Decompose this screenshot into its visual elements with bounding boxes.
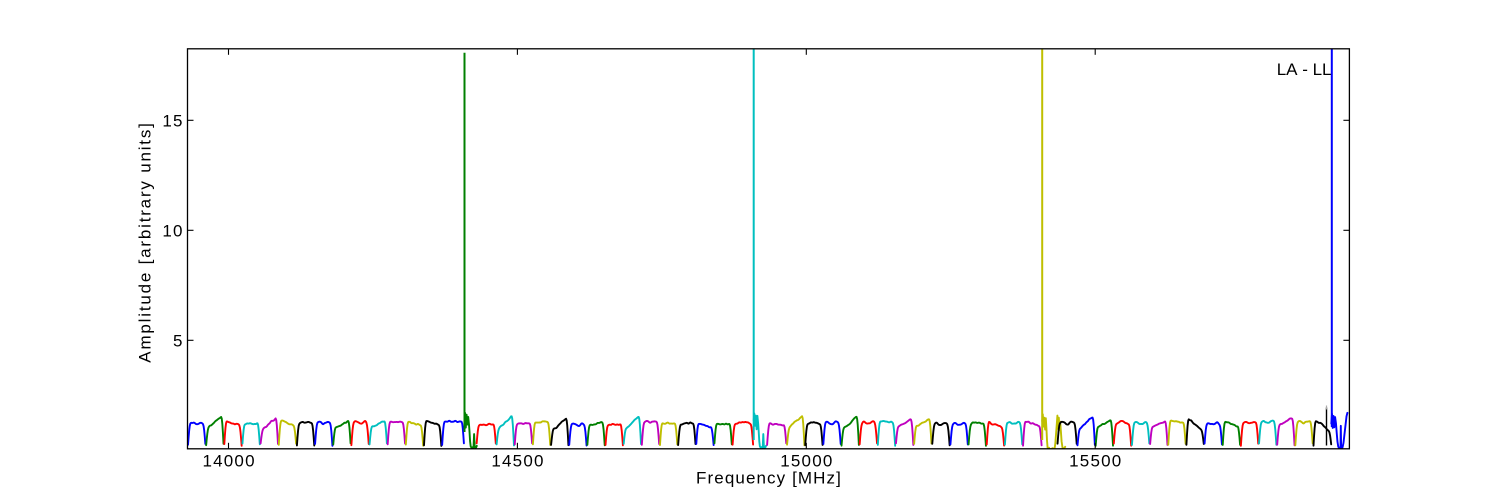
svg-text:10: 10 [162,222,183,241]
svg-text:15000: 15000 [780,452,833,471]
svg-text:14500: 14500 [491,452,544,471]
svg-text:Frequency [MHz]: Frequency [MHz] [696,469,842,488]
svg-text:14000: 14000 [202,452,255,471]
svg-text:LA - LL: LA - LL [1277,60,1332,79]
svg-text:5: 5 [173,332,184,351]
svg-text:15500: 15500 [1069,452,1122,471]
svg-text:15: 15 [162,112,183,131]
svg-text:Amplitude [arbitrary units]: Amplitude [arbitrary units] [136,121,155,362]
